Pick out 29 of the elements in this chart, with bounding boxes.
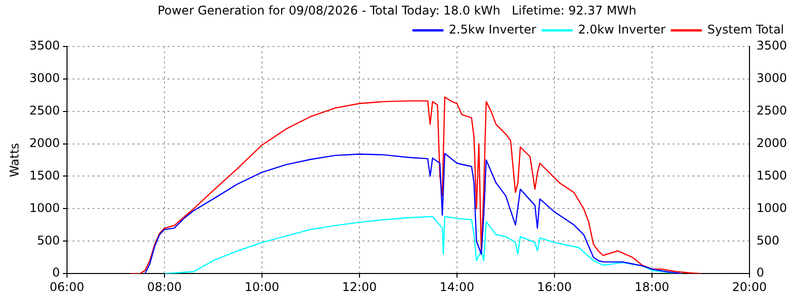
y2-tick-label: 0: [756, 266, 764, 280]
chart-title: Power Generation for 09/08/2026 - Total Today: 18.0 kWh Lifetime: 92.37 MWh: [158, 3, 636, 18]
x-tick-label: 16:00: [537, 280, 572, 294]
x-tick-label: 10:00: [244, 280, 280, 294]
x-tick-label: 06:00: [50, 280, 84, 294]
x-tick-label: 08:00: [147, 280, 182, 294]
y-tick-label: 3500: [29, 38, 60, 53]
y2-tick-label: 1000: [756, 200, 788, 215]
y-tick-label: 2500: [29, 103, 60, 118]
y-tick-label: 0: [52, 266, 60, 280]
y-tick-label: 3000: [29, 70, 60, 85]
x-tick-label: 12:00: [342, 280, 377, 294]
y2-tick-label: 500: [756, 233, 780, 248]
y-axis-title: Watts: [7, 142, 22, 178]
y-tick-label: 500: [37, 233, 60, 248]
y2-tick-label: 1500: [756, 168, 788, 182]
legend-label: System Total: [707, 22, 784, 37]
y-tick-label: 1500: [29, 168, 60, 182]
y2-tick-label: 2000: [756, 136, 788, 150]
legend-label: 2.5kw Inverter: [448, 22, 536, 37]
y2-tick-label: 3000: [756, 70, 788, 85]
y-tick-label: 1000: [29, 200, 60, 215]
y2-tick-label: 3500: [756, 38, 788, 53]
x-tick-label: 18:00: [634, 280, 670, 294]
x-tick-label: 14:00: [440, 280, 474, 294]
x-tick-label: 20:00: [732, 280, 767, 294]
y2-tick-label: 2500: [756, 103, 788, 118]
legend-label: 2.0kw Inverter: [578, 22, 666, 37]
y-tick-label: 2000: [29, 136, 60, 150]
